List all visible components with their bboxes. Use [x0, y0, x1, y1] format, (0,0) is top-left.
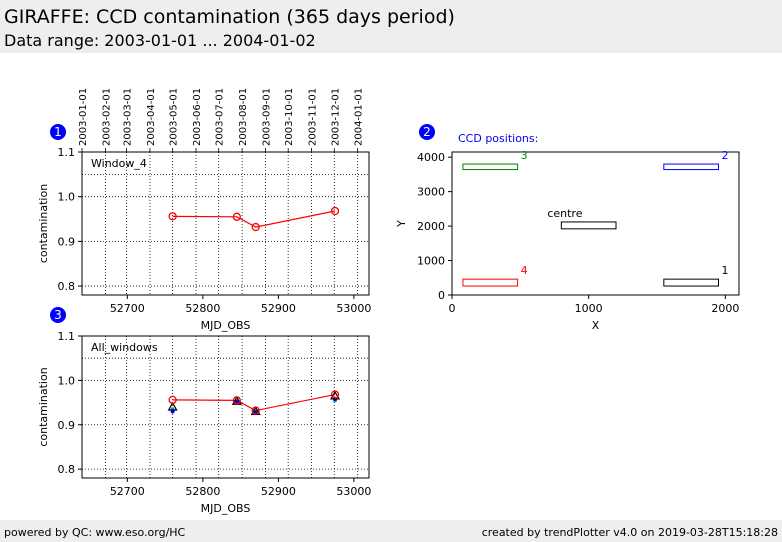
y-tick-label: 1.1 [58, 146, 76, 159]
top-axis-date-label: 2003-12-01 [330, 88, 341, 146]
plot-frame [81, 335, 370, 479]
plot-frame [81, 151, 370, 296]
ccd-window-box [663, 163, 719, 171]
chart-annotation: Window_4 [91, 157, 147, 170]
top-axis-date-label: 2003-03-01 [123, 88, 134, 146]
y-axis-label: Y [395, 220, 408, 228]
x-axis-label: MJD_OBS [201, 502, 251, 515]
y-tick-label: 1.0 [58, 191, 76, 204]
top-axis-date-label: 2003-05-01 [169, 88, 180, 146]
chart-number-badge [419, 124, 435, 140]
data-point [329, 390, 341, 400]
x-axis-label: X [592, 319, 600, 332]
chart-annotation: All_windows [91, 341, 158, 354]
y-tick-label: 1.1 [58, 330, 76, 343]
chart-number-badge [50, 307, 66, 323]
page-title: GIRAFFE: CCD contamination (365 days per… [4, 6, 455, 28]
ccd-window-label: 2 [722, 149, 729, 162]
y-tick-label: 1000 [417, 255, 445, 268]
y-tick-label: 3000 [417, 186, 445, 199]
footer-created-by: created by trendPlotter v4.0 on 2019-03-… [481, 526, 778, 539]
x-tick-label: 53000 [336, 485, 371, 498]
page-subtitle: Data range: 2003-01-01 ... 2004-01-02 [4, 31, 316, 50]
data-point [168, 395, 177, 405]
ccd-window-label: centre [547, 207, 582, 220]
footer-powered-by: powered by QC: www.eso.org/HC [4, 526, 186, 539]
x-tick-label: 0 [449, 302, 456, 315]
x-tick-label: 52800 [185, 302, 220, 315]
top-axis-date-label: 2003-11-01 [308, 88, 319, 146]
top-axis-date-label: 2003-02-01 [101, 88, 112, 146]
ccd-window-box [560, 221, 617, 230]
data-point [251, 222, 260, 232]
y-axis-label: contamination [37, 367, 50, 446]
y-tick-label: 0 [438, 289, 445, 302]
top-axis-date-label: 2003-04-01 [146, 88, 157, 146]
chart-number-label: 3 [54, 308, 62, 322]
chart-number-label: 1 [54, 125, 62, 139]
y-tick-label: 1.0 [58, 374, 76, 387]
y-tick-label: 0.9 [58, 235, 76, 248]
ccd-window-label: 1 [722, 264, 729, 277]
footer: powered by QC: www.eso.org/HC created by… [0, 520, 782, 542]
y-tick-label: 0.9 [58, 419, 76, 432]
x-tick-label: 52900 [261, 302, 296, 315]
top-axis-date-label: 2003-08-01 [238, 88, 249, 146]
y-tick-label: 0.8 [58, 463, 76, 476]
data-point [232, 396, 241, 405]
x-tick-label: 52700 [110, 485, 145, 498]
top-axis-date-label: 2003-01-01 [78, 88, 89, 146]
ccd-window-label: 3 [521, 149, 528, 162]
top-axis-date-label: 2004-01-01 [354, 88, 365, 146]
data-point [330, 206, 340, 216]
data-point [251, 406, 260, 415]
x-tick-label: 52800 [185, 485, 220, 498]
top-axis-date-label: 2003-09-01 [262, 88, 273, 146]
chart-number-badge [50, 124, 66, 140]
header: GIRAFFE: CCD contamination (365 days per… [0, 0, 782, 53]
ccd-window-box [663, 278, 719, 287]
diagram-title: CCD positions: [458, 132, 538, 145]
plots-canvas: 1 2003-01-01 2003-02-01 2003-03-01 2003-04-0… [37, 88, 740, 515]
top-axis-date-label: 2003-10-01 [284, 88, 295, 146]
chart-3: 3 0.8 0.9 1.0 1.1 52700 52800 52900 53000 MJD_OBS… [37, 307, 371, 515]
chart-number-label: 2 [423, 125, 431, 139]
x-tick-label: 52900 [261, 485, 296, 498]
ccd-window-label: 4 [521, 264, 528, 277]
series-line [172, 210, 336, 228]
x-tick-label: 52700 [110, 302, 145, 315]
chart-1: 1 2003-01-01 2003-02-01 2003-03-01 2003-04-0… [37, 88, 371, 332]
plot-frame [451, 151, 740, 296]
data-point [234, 399, 239, 404]
series-line [172, 393, 336, 412]
x-axis-label: MJD_OBS [201, 319, 251, 332]
data-point [232, 212, 241, 221]
y-tick-label: 4000 [417, 151, 445, 164]
top-axis-date-label: 2003-06-01 [192, 88, 203, 146]
data-point [168, 212, 177, 221]
chart-2: 2 CCD positions: 0 1000 2000 3000 4000 0 1000 200… [395, 124, 740, 332]
data-point [167, 401, 178, 411]
y-axis-label: contamination [37, 184, 50, 263]
data-point [330, 390, 340, 399]
x-tick-label: 53000 [336, 302, 371, 315]
y-tick-label: 2000 [417, 220, 445, 233]
y-tick-label: 0.8 [58, 280, 76, 293]
x-tick-label: 1000 [575, 302, 603, 315]
x-tick-label: 2000 [711, 302, 739, 315]
ccd-window-box [462, 278, 519, 287]
ccd-window-box [462, 163, 519, 171]
top-axis-date-label: 2003-07-01 [215, 88, 226, 146]
